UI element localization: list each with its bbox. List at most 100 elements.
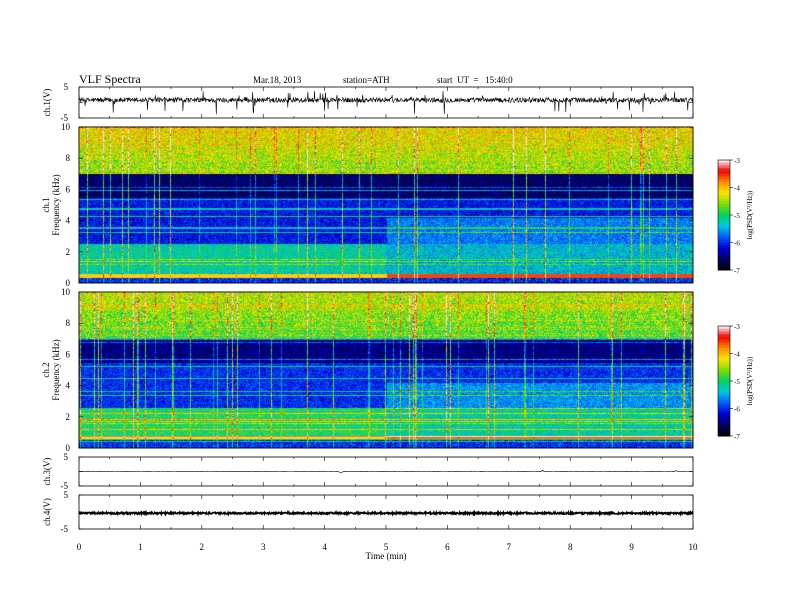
date-label: Mar.18, 2013 (253, 75, 302, 85)
y-tick-label: 10 (61, 287, 71, 297)
colorbar-segment (718, 356, 730, 360)
colorbar-segment (718, 195, 730, 199)
channel-label: ch.1 (41, 197, 51, 212)
spectrogram-image (79, 127, 693, 283)
x-tick-label: 6 (445, 542, 450, 552)
colorbar-segment (718, 187, 730, 191)
colorbar-segment (718, 381, 730, 385)
y-axis-label: ch.3(V) (42, 458, 52, 486)
y-tick-label: 10 (61, 122, 71, 132)
waveform-trace (78, 90, 694, 115)
spectrogram-frame (78, 291, 694, 449)
colorbar-segment (718, 375, 730, 379)
colorbar-segment (718, 326, 730, 330)
colorbar-segment (718, 193, 730, 197)
y-axis-label: Frequency (kHz) (51, 339, 61, 400)
y-tick-label: 2 (66, 247, 71, 257)
colorbar-tick-label: -3 (734, 323, 740, 331)
colorbar-segment (718, 223, 730, 227)
y-tick-label: 0 (66, 443, 71, 453)
colorbar-segment (718, 198, 730, 202)
y-tick-label: 5 (64, 82, 69, 92)
colorbar-segment (718, 372, 730, 376)
colorbar-segment (718, 350, 730, 354)
colorbar-tick-label: -7 (734, 267, 740, 275)
colorbar-segment (718, 190, 730, 194)
colorbar-segment (718, 253, 730, 257)
colorbar-segment (718, 209, 730, 213)
colorbar-segment (718, 403, 730, 407)
colorbar-segment (718, 342, 730, 346)
colorbar-segment (718, 427, 730, 431)
colorbar-segment (718, 337, 730, 341)
colorbar-segment (718, 367, 730, 371)
x-tick-label: 2 (200, 542, 205, 552)
station-label: station=ATH (343, 75, 390, 85)
colorbar-segment (718, 348, 730, 352)
colorbar-segment (718, 239, 730, 243)
y-tick-label: 5 (64, 452, 69, 462)
colorbar-segment (718, 250, 730, 254)
colorbar-segment (718, 256, 730, 260)
colorbar-segment (718, 345, 730, 349)
colorbar-segment (718, 433, 730, 437)
colorbar-segment (718, 179, 730, 183)
y-tick-label: 6 (66, 349, 71, 359)
y-tick-label: 6 (66, 184, 71, 194)
x-tick-label: 3 (261, 542, 266, 552)
colorbar-segment (718, 226, 730, 230)
colorbar-label: log(PSD(V²/Hz)) (746, 190, 754, 239)
channel-label: ch.2 (41, 362, 51, 377)
x-axis-label: Time (min) (366, 551, 407, 561)
colorbar-segment (718, 383, 730, 387)
colorbar-segment (718, 394, 730, 398)
colorbar-segment (718, 405, 730, 409)
x-tick-label: 5 (384, 542, 389, 552)
colorbar-segment (718, 231, 730, 235)
colorbar-segment (718, 386, 730, 390)
colorbar-segment (718, 339, 730, 343)
colorbar-segment (718, 392, 730, 396)
colorbar-segment (718, 264, 730, 268)
colorbar-segment (718, 237, 730, 241)
colorbar-segment (718, 378, 730, 382)
colorbar-segment (718, 248, 730, 252)
x-tick-label: 4 (322, 542, 327, 552)
x-tick-label: 10 (689, 542, 699, 552)
y-tick-label: 5 (64, 490, 69, 500)
colorbar-segment (718, 334, 730, 338)
colorbar-segment (718, 212, 730, 216)
y-tick-label: 4 (66, 381, 71, 391)
chart-title: VLF Spectra (79, 72, 141, 86)
colorbar-segment (718, 425, 730, 429)
colorbar-segment (718, 176, 730, 180)
panel-frame-1 (78, 86, 694, 119)
colorbar-segment (718, 359, 730, 363)
waveform-trace (78, 469, 693, 474)
colorbar-segment (718, 162, 730, 166)
y-tick-label: 8 (66, 153, 71, 163)
colorbar-segment (718, 242, 730, 246)
colorbar-segment (718, 228, 730, 232)
colorbar-segment (718, 201, 730, 205)
x-tick-label: 9 (629, 542, 634, 552)
x-tick-label: 1 (138, 542, 143, 552)
colorbar-segment (718, 215, 730, 219)
colorbar-segment (718, 419, 730, 423)
colorbar-segment (718, 422, 730, 426)
y-axis-label: ch.4(V) (42, 498, 52, 526)
colorbar-segment (718, 400, 730, 404)
colorbar-segment (718, 173, 730, 177)
colorbar-segment (718, 414, 730, 418)
colorbar-segment (718, 182, 730, 186)
spectrogram-image (79, 292, 693, 448)
colorbar-segment (718, 206, 730, 210)
colorbar-segment (718, 245, 730, 249)
colorbar-segment (718, 171, 730, 175)
colorbar-segment (718, 361, 730, 365)
x-tick-label: 8 (568, 542, 573, 552)
colorbar-segment (718, 397, 730, 401)
spectrogram-frame (78, 126, 694, 284)
colorbar-tick-label: -5 (734, 378, 740, 386)
